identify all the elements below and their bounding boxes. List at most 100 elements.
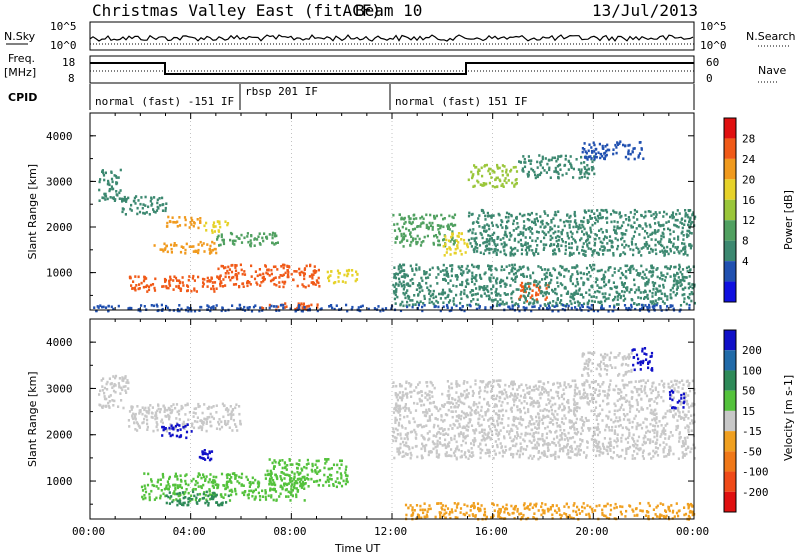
scatter-cell [197, 402, 200, 406]
scatter-cell [621, 243, 624, 247]
scatter-cell [222, 238, 225, 242]
scatter-cell [171, 216, 174, 219]
scatter-cell [312, 273, 315, 276]
scatter-cell [205, 475, 208, 478]
scatter-cell [664, 294, 667, 298]
scatter-cell [684, 415, 687, 418]
scatter-cell [294, 309, 297, 313]
scatter-cell [219, 493, 222, 497]
scatter-cell [653, 231, 657, 234]
scatter-cell [108, 377, 111, 380]
scatter-cell [477, 264, 480, 268]
scatter-cell [527, 170, 530, 174]
scatter-cell [689, 243, 692, 246]
scatter-cell [438, 292, 441, 296]
scatter-cell [449, 248, 452, 251]
velocity-region [392, 379, 697, 461]
scatter-cell [99, 389, 102, 393]
scatter-cell [233, 472, 236, 475]
scatter-cell [627, 244, 630, 248]
scatter-cell [586, 243, 589, 246]
scatter-cell [554, 210, 557, 214]
scatter-cell [607, 266, 610, 270]
scatter-cell [622, 251, 625, 254]
scatter-cell [356, 272, 359, 276]
scatter-cell [518, 212, 522, 216]
scatter-cell [623, 246, 626, 249]
scatter-cell [295, 487, 298, 490]
scatter-cell [400, 240, 403, 243]
scatter-cell [270, 495, 273, 499]
scatter-cell [207, 494, 210, 498]
scatter-cell [616, 444, 619, 448]
scatter-cell [500, 390, 503, 394]
scatter-cell [240, 484, 243, 487]
scatter-cell [264, 477, 267, 480]
scatter-cell [582, 233, 586, 236]
scatter-cell [243, 493, 246, 497]
scatter-cell [452, 284, 455, 287]
scatter-cell [192, 411, 195, 414]
scatter-cell [602, 209, 605, 212]
scatter-cell [435, 276, 438, 279]
scatter-cell [431, 221, 434, 225]
scatter-cell [222, 415, 225, 419]
scatter-cell [178, 435, 181, 439]
scatter-cell [184, 425, 187, 428]
scatter-cell [279, 303, 283, 307]
scatter-cell [264, 473, 267, 477]
scatter-cell [674, 413, 677, 416]
scatter-cell [638, 233, 641, 236]
scatter-cell [528, 302, 531, 306]
scatter-cell [573, 301, 576, 304]
scatter-cell [599, 248, 602, 251]
scatter-cell [137, 199, 140, 202]
scatter-cell [535, 280, 538, 284]
scatter-cell [581, 249, 584, 252]
power-region [442, 232, 469, 257]
scatter-cell [604, 504, 607, 508]
scatter-cell [272, 483, 275, 486]
scatter-cell [565, 172, 568, 175]
scatter-cell [597, 217, 600, 220]
scatter-cell [583, 420, 586, 424]
scatter-cell [481, 174, 484, 178]
scatter-cell [581, 429, 584, 432]
scatter-cell [676, 272, 679, 276]
scatter-cell [669, 288, 672, 292]
scatter-cell [403, 283, 406, 287]
scatter-cell [206, 500, 209, 503]
scatter-cell [513, 508, 516, 511]
scatter-cell [462, 271, 465, 275]
scatter-cell [482, 241, 485, 245]
scatter-cell [621, 236, 624, 240]
scatter-cell [646, 305, 649, 309]
scatter-cell [525, 306, 528, 310]
scatter-cell [301, 469, 304, 472]
scatter-cell [402, 269, 405, 272]
scatter-cell [171, 433, 174, 437]
scatter-cell [583, 281, 586, 285]
scatter-cell [284, 465, 287, 469]
scatter-cell [426, 234, 429, 238]
scatter-cell [493, 185, 497, 189]
scatter-cell [226, 476, 229, 480]
scatter-cell [463, 513, 467, 517]
scatter-cell [472, 265, 475, 269]
scatter-cell [277, 305, 280, 309]
scatter-cell [512, 380, 515, 384]
scatter-cell [522, 513, 525, 517]
scatter-cell [547, 381, 550, 384]
scatter-cell [401, 396, 404, 400]
scatter-cell [470, 237, 473, 240]
scatter-cell [491, 416, 494, 420]
scatter-cell [396, 273, 400, 276]
scatter-cell [643, 273, 646, 276]
scatter-cell [302, 302, 305, 306]
scatter-cell [155, 496, 158, 500]
scatter-cell [525, 275, 528, 278]
scatter-cell [178, 491, 181, 495]
scatter-cell [508, 385, 511, 388]
scatter-cell [397, 227, 400, 231]
scatter-cell [227, 271, 230, 275]
